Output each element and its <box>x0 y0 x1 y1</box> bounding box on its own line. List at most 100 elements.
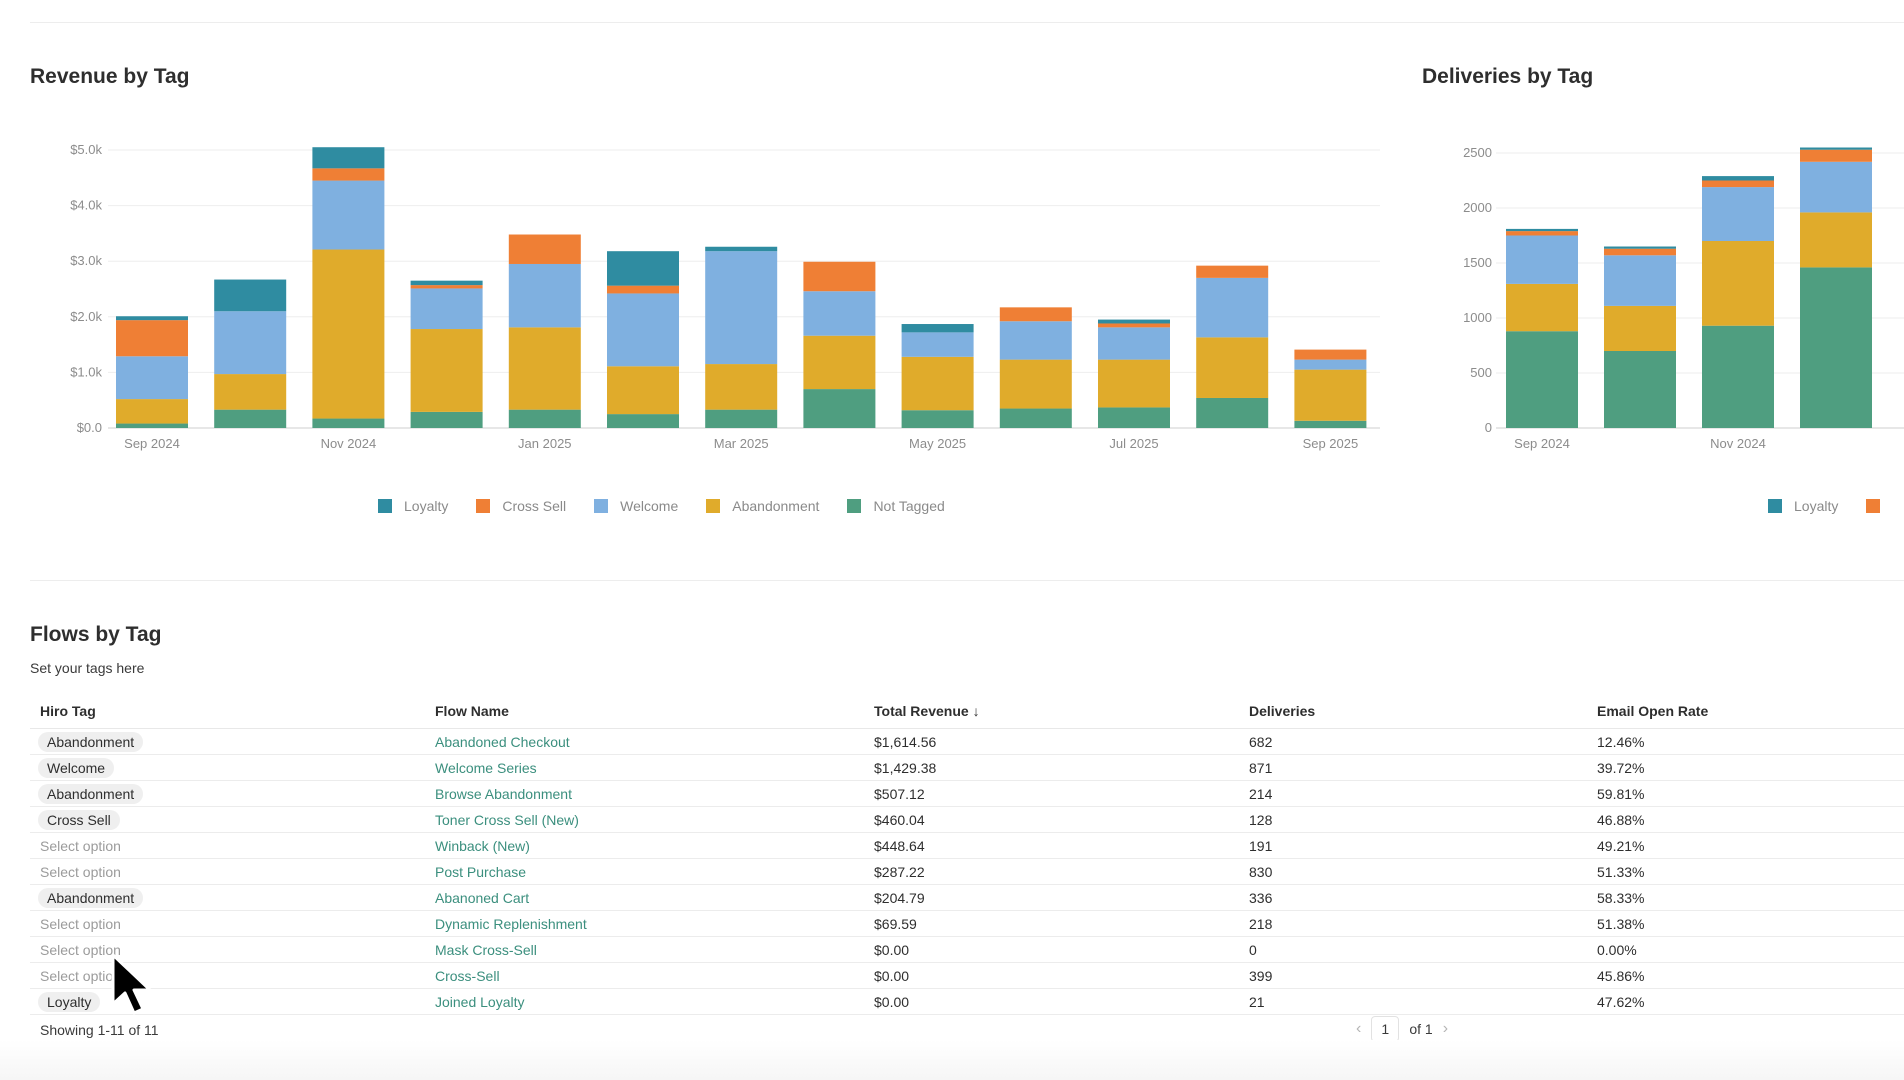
tag-pill[interactable]: Welcome <box>38 757 115 778</box>
chevron-right-icon[interactable]: › <box>1442 1020 1449 1037</box>
legend-item-cross-sell[interactable]: Cross Sell <box>476 498 566 514</box>
tag-pill[interactable]: Abandonment <box>38 783 144 804</box>
bar-segment[interactable] <box>1196 277 1269 338</box>
bar-segment[interactable] <box>1702 180 1774 188</box>
bar-segment[interactable] <box>410 280 483 286</box>
bar-segment[interactable] <box>1800 212 1872 268</box>
bar-segment[interactable] <box>803 335 876 390</box>
bar-segment[interactable] <box>1604 305 1676 351</box>
bar-segment[interactable] <box>1506 228 1578 232</box>
bar-segment[interactable] <box>410 411 483 428</box>
flow-name-link[interactable]: Post Purchase <box>435 863 527 880</box>
tag-select-placeholder[interactable]: Select option <box>40 863 121 880</box>
bar-segment[interactable] <box>1604 255 1676 306</box>
bar-segment[interactable] <box>214 409 287 428</box>
flow-name-link[interactable]: Abanoned Cart <box>435 889 530 906</box>
bar-segment[interactable] <box>1702 325 1774 428</box>
flow-name-link[interactable]: Welcome Series <box>435 759 537 776</box>
bar-segment[interactable] <box>803 389 876 428</box>
legend-item-cross-sell[interactable] <box>1866 499 1881 513</box>
bar-segment[interactable] <box>607 293 679 367</box>
column-header-email-open-rate[interactable]: Email Open Rate <box>1587 694 1904 729</box>
bar-segment[interactable] <box>1196 265 1269 278</box>
chevron-left-icon[interactable]: ‹ <box>1356 1020 1362 1037</box>
bar-segment[interactable] <box>312 168 385 181</box>
bar-segment[interactable] <box>1506 231 1578 236</box>
bar-segment[interactable] <box>214 311 287 375</box>
flow-name-link[interactable]: Cross-Sell <box>435 967 500 984</box>
column-header-total-revenue[interactable]: Total Revenue ↓ <box>864 694 1239 729</box>
hiro-tag-cell[interactable]: Select option <box>30 858 425 885</box>
legend-item-welcome[interactable]: Welcome <box>594 498 678 514</box>
bar-segment[interactable] <box>116 316 188 321</box>
tag-select-placeholder[interactable]: Select option <box>40 941 121 958</box>
bar-segment[interactable] <box>999 408 1072 428</box>
bar-segment[interactable] <box>1702 176 1774 181</box>
hiro-tag-cell[interactable]: Select option <box>30 910 425 937</box>
hiro-tag-cell[interactable]: Abandonment <box>30 780 425 807</box>
bar-segment[interactable] <box>1800 149 1872 162</box>
bar-segment[interactable] <box>1506 283 1578 332</box>
bar-segment[interactable] <box>410 285 483 289</box>
bar-segment[interactable] <box>1294 420 1367 428</box>
bar-segment[interactable] <box>410 288 483 330</box>
bar-segment[interactable] <box>214 374 287 410</box>
tag-pill[interactable]: Loyalty <box>38 991 101 1012</box>
bar-segment[interactable] <box>214 279 287 312</box>
bar-segment[interactable] <box>705 251 778 365</box>
bar-segment[interactable] <box>803 291 876 336</box>
legend-item-loyalty[interactable]: Loyalty <box>1768 498 1838 514</box>
bar-segment[interactable] <box>1098 323 1170 328</box>
tag-pill[interactable]: Abandonment <box>38 731 144 752</box>
bar-segment[interactable] <box>312 249 385 419</box>
tag-select-placeholder[interactable]: Select option <box>40 915 121 932</box>
bar-segment[interactable] <box>508 327 581 410</box>
bar-segment[interactable] <box>1506 235 1578 284</box>
bar-segment[interactable] <box>1098 319 1170 324</box>
bar-segment[interactable] <box>116 399 188 424</box>
legend-item-loyalty[interactable]: Loyalty <box>378 498 448 514</box>
bar-segment[interactable] <box>1098 327 1170 360</box>
flow-name-link[interactable]: Abandoned Checkout <box>435 733 570 750</box>
flow-name-link[interactable]: Winback (New) <box>435 837 530 854</box>
bar-segment[interactable] <box>705 364 778 410</box>
bar-segment[interactable] <box>705 409 778 428</box>
hiro-tag-cell[interactable]: Abandonment <box>30 728 425 755</box>
flow-name-link[interactable]: Dynamic Replenishment <box>435 915 587 932</box>
flow-name-link[interactable]: Joined Loyalty <box>435 993 525 1010</box>
bar-segment[interactable] <box>1800 267 1872 428</box>
bar-segment[interactable] <box>1702 187 1774 241</box>
column-header-hiro-tag[interactable]: Hiro Tag <box>30 694 425 729</box>
bar-segment[interactable] <box>607 251 679 286</box>
bar-segment[interactable] <box>607 285 679 294</box>
bar-segment[interactable] <box>508 263 581 328</box>
bar-segment[interactable] <box>999 307 1072 322</box>
bar-segment[interactable] <box>1800 147 1872 150</box>
legend-item-not-tagged[interactable]: Not Tagged <box>847 498 945 514</box>
flow-name-link[interactable]: Browse Abandonment <box>435 785 572 802</box>
bar-segment[interactable] <box>508 234 581 264</box>
bar-segment[interactable] <box>1702 241 1774 326</box>
bar-segment[interactable] <box>1604 246 1676 249</box>
bar-segment[interactable] <box>116 320 188 357</box>
tag-pill[interactable]: Abandonment <box>38 887 144 908</box>
bar-segment[interactable] <box>116 423 188 428</box>
bar-segment[interactable] <box>1604 351 1676 428</box>
tag-select-placeholder[interactable]: Select option <box>40 967 121 984</box>
bar-segment[interactable] <box>116 356 188 400</box>
bar-segment[interactable] <box>1800 161 1872 213</box>
bar-segment[interactable] <box>312 418 385 428</box>
bar-segment[interactable] <box>901 356 974 411</box>
bar-segment[interactable] <box>1604 248 1676 256</box>
bar-segment[interactable] <box>1196 337 1269 398</box>
bar-segment[interactable] <box>705 246 778 252</box>
bar-segment[interactable] <box>410 329 483 412</box>
bar-segment[interactable] <box>901 332 974 357</box>
flow-name-link[interactable]: Mask Cross-Sell <box>435 941 537 958</box>
bar-segment[interactable] <box>1098 407 1170 428</box>
bar-segment[interactable] <box>312 147 385 169</box>
column-header-deliveries[interactable]: Deliveries <box>1239 694 1587 729</box>
hiro-tag-cell[interactable]: Select option <box>30 936 425 963</box>
bar-segment[interactable] <box>607 366 679 415</box>
bar-segment[interactable] <box>999 321 1072 360</box>
